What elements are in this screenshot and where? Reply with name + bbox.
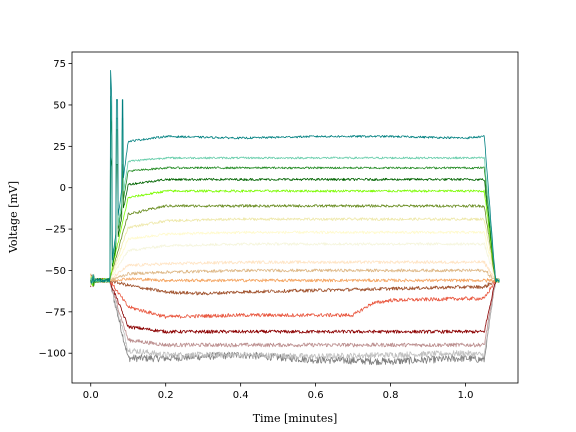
y-tick-label: 0 — [60, 183, 66, 194]
voltage-trace-8 — [90, 242, 500, 287]
x-tick-label: 0.6 — [308, 390, 324, 401]
x-tick-label: 0.2 — [158, 390, 174, 401]
voltage-trace-11 — [90, 273, 500, 286]
voltage-trace-16 — [90, 277, 500, 360]
plot-area — [71, 51, 519, 384]
voltage-trace-1 — [90, 95, 500, 285]
y-tick-label: −75 — [45, 307, 66, 318]
voltage-trace-3 — [90, 156, 500, 283]
voltage-trace-12 — [90, 276, 500, 296]
y-tick-label: 25 — [53, 142, 66, 153]
voltage-trace-4 — [90, 189, 500, 287]
voltage-trace-2 — [90, 111, 500, 287]
voltage-trace-14 — [90, 274, 500, 334]
voltage-trace-17 — [90, 274, 500, 366]
series-layer — [90, 70, 500, 366]
y-tick-label: −100 — [39, 349, 66, 360]
voltage-trace-7 — [90, 230, 500, 286]
x-tick-label: 1.0 — [458, 390, 474, 401]
voltage-trace-6 — [90, 217, 500, 286]
voltage-trace-0 — [90, 70, 500, 284]
x-axis-label: Time [minutes] — [253, 412, 338, 425]
voltage-trace-13 — [90, 278, 500, 319]
voltage-trace-9 — [90, 260, 500, 285]
y-tick-label: −50 — [45, 266, 66, 277]
voltage-trace-5 — [90, 204, 500, 285]
y-axis-label: Voltage [mV] — [7, 181, 20, 254]
y-axis: −100 −75 −50 −25 0 25 50 75 — [39, 59, 72, 360]
x-tick-label: 0.0 — [83, 390, 99, 401]
voltage-trace-10 — [90, 268, 500, 287]
y-tick-label: 50 — [53, 100, 66, 111]
x-tick-label: 0.8 — [383, 390, 399, 401]
y-tick-label: −25 — [45, 225, 66, 236]
y-tick-label: 75 — [53, 59, 66, 70]
axes-frame — [71, 51, 519, 384]
x-tick-label: 0.4 — [233, 390, 249, 401]
voltage-trace-15 — [90, 275, 500, 348]
x-axis: 0.0 0.2 0.4 0.6 0.8 1.0 — [83, 383, 474, 401]
